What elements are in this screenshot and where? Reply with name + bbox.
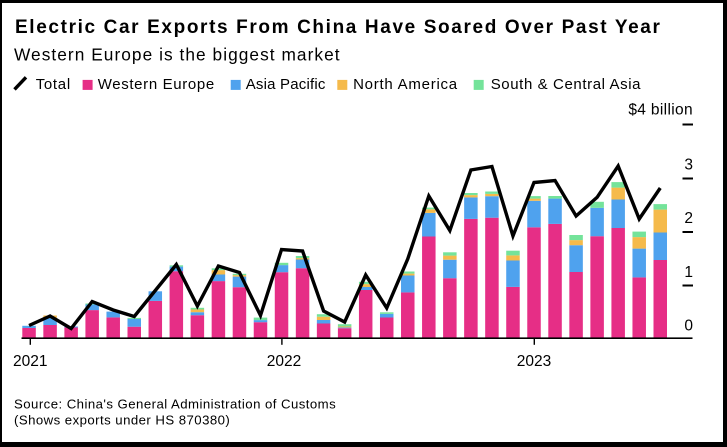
svg-text:Source: China's General Admini: Source: China's General Administration o… [14,396,336,411]
svg-text:0: 0 [684,317,693,334]
svg-text:2: 2 [684,210,693,227]
svg-text:3: 3 [684,157,693,174]
svg-text:Western Europe: Western Europe [98,76,215,93]
svg-text:Total: Total [36,76,71,93]
svg-text:South & Central Asia: South & Central Asia [491,76,641,93]
svg-text:2022: 2022 [267,353,301,370]
svg-text:(Shows exports under HS 870380: (Shows exports under HS 870380) [14,413,230,428]
svg-text:North America: North America [353,76,458,93]
svg-text:$4 billion: $4 billion [628,102,693,119]
svg-text:Electric Car Exports From Chin: Electric Car Exports From China Have Soa… [15,17,662,38]
svg-text:Western Europe is the biggest: Western Europe is the biggest market [14,45,341,65]
svg-text:Asia Pacific: Asia Pacific [246,76,326,93]
svg-text:1: 1 [684,264,693,281]
svg-text:2023: 2023 [517,353,551,370]
svg-text:2021: 2021 [13,353,47,370]
